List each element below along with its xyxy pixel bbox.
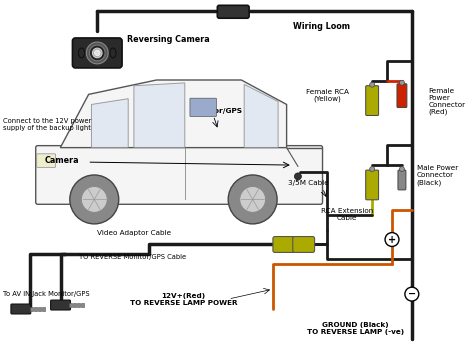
Bar: [70, 303, 73, 307]
Polygon shape: [244, 84, 278, 148]
Circle shape: [385, 233, 399, 246]
Circle shape: [400, 166, 404, 171]
Text: 12V+(Red)
TO REVERSE LAMP POWER: 12V+(Red) TO REVERSE LAMP POWER: [130, 293, 237, 306]
Text: +: +: [388, 235, 396, 245]
Circle shape: [370, 82, 374, 87]
Text: GROUND (Black)
TO REVERSE LAMP (-ve): GROUND (Black) TO REVERSE LAMP (-ve): [307, 322, 404, 335]
Circle shape: [70, 175, 119, 224]
Circle shape: [82, 186, 107, 212]
Circle shape: [294, 173, 301, 180]
Circle shape: [400, 80, 404, 85]
Text: −: −: [408, 289, 416, 299]
FancyBboxPatch shape: [273, 236, 295, 252]
Circle shape: [405, 287, 419, 301]
Polygon shape: [60, 80, 287, 148]
FancyBboxPatch shape: [397, 84, 407, 108]
Text: Female
Power
Connector
(Red): Female Power Connector (Red): [428, 88, 466, 115]
FancyBboxPatch shape: [51, 300, 71, 310]
Bar: [38, 307, 41, 311]
Text: Female RCA
(Yellow): Female RCA (Yellow): [306, 89, 349, 102]
FancyBboxPatch shape: [36, 154, 55, 167]
Text: Connect to the 12V power
supply of the backup light: Connect to the 12V power supply of the b…: [3, 119, 91, 131]
Bar: [42, 307, 45, 311]
Circle shape: [228, 175, 277, 224]
Circle shape: [240, 186, 265, 212]
Bar: [30, 307, 33, 311]
Text: Video Adaptor Cable: Video Adaptor Cable: [97, 230, 171, 236]
Circle shape: [86, 42, 108, 64]
Text: Reversing Camera: Reversing Camera: [127, 34, 210, 44]
Circle shape: [95, 50, 100, 56]
Text: Camera: Camera: [45, 155, 79, 165]
Text: TO REVERSE Monitor/GPS Cable: TO REVERSE Monitor/GPS Cable: [79, 255, 186, 260]
Text: RCA Extension
Cable: RCA Extension Cable: [321, 208, 374, 221]
Polygon shape: [91, 99, 128, 148]
FancyBboxPatch shape: [36, 146, 322, 204]
Polygon shape: [134, 83, 185, 148]
Bar: [77, 303, 81, 307]
FancyBboxPatch shape: [218, 5, 249, 18]
FancyBboxPatch shape: [293, 236, 315, 252]
Text: To AV IN Jack Monitor/GPS: To AV IN Jack Monitor/GPS: [3, 291, 90, 297]
Text: Male Power
Connector
(Black): Male Power Connector (Black): [417, 165, 458, 186]
Circle shape: [92, 48, 102, 58]
FancyBboxPatch shape: [11, 304, 31, 314]
Circle shape: [370, 166, 374, 171]
FancyBboxPatch shape: [398, 170, 406, 190]
FancyBboxPatch shape: [73, 38, 122, 68]
Text: Monitor/GPS: Monitor/GPS: [191, 108, 243, 114]
Bar: [73, 303, 76, 307]
Circle shape: [90, 45, 105, 61]
Text: 3/5M Cable: 3/5M Cable: [288, 180, 328, 186]
FancyBboxPatch shape: [190, 98, 217, 116]
Text: Wiring Loom: Wiring Loom: [293, 22, 350, 31]
Ellipse shape: [110, 48, 116, 58]
FancyBboxPatch shape: [366, 86, 379, 115]
Bar: [82, 303, 84, 307]
Ellipse shape: [79, 48, 84, 58]
FancyBboxPatch shape: [366, 170, 379, 200]
Bar: [34, 307, 36, 311]
